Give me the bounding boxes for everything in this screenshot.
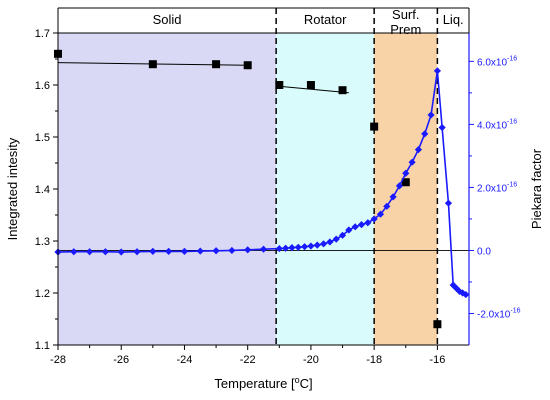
data-point-diamond [319,240,328,248]
data-point-diamond [389,193,397,201]
y-left-tick-label: 1.7 [35,28,50,40]
y-right-tick-label: 2.0x10-16 [477,181,517,194]
data-point-diamond [275,244,283,253]
data-point-diamond [165,247,173,255]
phase-label: Surf. [392,7,419,22]
data-point-diamond [70,248,78,256]
data-point-diamond [351,223,359,231]
data-point-diamond [462,290,470,299]
data-point-diamond [86,248,94,256]
y-right-tick-label: 4.0x10-16 [477,118,517,131]
y-right-tick-label: 6.0x10-16 [477,55,517,68]
data-point-diamond [370,215,378,223]
data-point-square [370,122,379,131]
phase-region [58,33,277,345]
data-point-diamond [338,231,347,239]
x-tick-label: -20 [303,354,319,366]
data-point-square [306,81,315,89]
y-left-axis-title: Integrated intesity [5,137,20,240]
data-point-diamond [180,247,189,255]
phase-label: Liq. [443,12,464,27]
y-left-tick-label: 1.3 [35,236,50,248]
data-point-diamond [196,247,204,255]
x-axis-title: Temperature [oC] [214,375,312,391]
data-point-square [148,60,157,69]
data-point-square [338,86,347,95]
axes: -28 -26 -24 -22 -20 -18 -16 1.1 1.2 1.3 1.4 1.5 1.6 1… [35,7,521,366]
data-point-diamond [345,226,353,234]
phase-label: Solid [153,12,182,27]
data-point-square [212,60,221,69]
data-point-diamond [364,219,372,227]
data-point-square [275,81,284,89]
fit-line [276,85,349,94]
y-left-tick-label: 1.4 [35,184,50,196]
data-point-square [243,61,252,70]
data-point-square [401,178,410,187]
data-point-diamond [427,111,435,119]
data-point-diamond [117,248,125,256]
x-tick-label: -26 [113,354,129,366]
data-point-diamond [259,245,268,253]
phase-region [276,33,375,345]
y-right-tick-label: 0.0 [477,246,491,257]
data-point-square [433,320,442,329]
data-point-diamond [313,241,321,249]
y-left-tick-label: 1.1 [35,340,50,352]
phase-regions [58,33,469,345]
data-point-diamond [357,221,366,229]
data-point-diamond [282,244,290,252]
y-right-tick-label: -2.0x10-16 [477,307,521,320]
data-point-diamond [301,243,309,251]
data-point-diamond [438,123,446,132]
data-point-diamond [133,248,141,256]
phase-region [374,33,438,345]
x-tick-label: -16 [429,354,445,366]
data-point-diamond [332,235,340,243]
phase-label: Rotator [304,12,347,27]
data-point-diamond [402,169,410,177]
data-point-diamond [376,210,385,218]
data-point-diamond [294,243,302,251]
data-point-diamond [326,238,334,246]
data-point-diamond [444,199,453,207]
data-point-diamond [307,242,315,250]
phase-region [437,33,469,345]
x-tick-label: -22 [240,354,256,366]
data-point-diamond [244,246,252,254]
data-point-diamond [101,248,110,256]
data-series [54,49,470,329]
y-left-tick-label: 1.5 [35,132,50,144]
y-left-tick-label: 1.6 [35,80,50,92]
x-tick-label: -18 [366,354,382,366]
data-point-diamond [395,182,404,190]
x-tick-label: -24 [177,354,193,366]
data-point-diamond [149,247,157,255]
x-tick-label: -28 [50,354,66,366]
data-point-diamond [408,158,416,166]
phase-label-line2: Prem [390,22,421,37]
data-point-diamond [414,146,423,154]
data-point-diamond [433,67,441,75]
data-point-diamond [383,202,391,210]
data-point-diamond [452,284,460,292]
data-point-diamond [228,246,236,255]
data-point-diamond [421,130,429,138]
labels: Solid Rotator Surf.Prem Liq. Temperature [oC… [5,7,544,391]
data-point-diamond [288,244,296,252]
y-right-axis-title: Piekara factor [529,148,544,229]
data-point-diamond [212,247,220,255]
y-left-tick-label: 1.2 [35,288,50,300]
